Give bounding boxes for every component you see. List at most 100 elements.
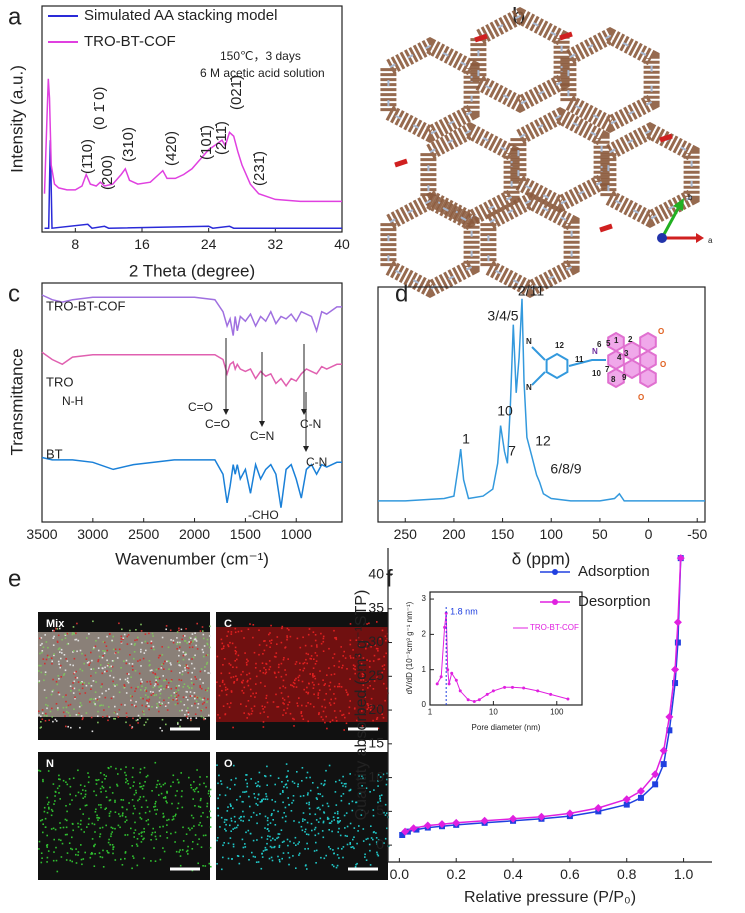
eds-dot (353, 836, 355, 838)
eds-dot (184, 640, 187, 642)
eds-dot (200, 797, 202, 800)
eds-dot (77, 681, 80, 683)
eds-dot (242, 855, 244, 858)
eds-dot (180, 772, 182, 774)
eds-dot (58, 792, 60, 794)
eds-dot (120, 638, 123, 640)
eds-dot (50, 828, 53, 830)
eds-dot (320, 782, 323, 785)
eds-dot (54, 800, 56, 802)
eds-dot (234, 660, 236, 662)
eds-dot (234, 627, 237, 630)
eds-dot (337, 822, 339, 824)
eds-dot (349, 842, 351, 844)
eds-dot (259, 801, 262, 803)
eds-dot (195, 678, 198, 680)
x-axis-label: 2 Theta (degree) (129, 261, 255, 280)
eds-dot (185, 653, 187, 656)
eds-dot (268, 668, 271, 671)
eds-dot (101, 692, 104, 695)
eds-dot (367, 687, 369, 689)
eds-dot (269, 774, 272, 777)
eds-dot (235, 666, 238, 669)
eds-dot (152, 686, 155, 689)
eds-dot (205, 663, 208, 665)
eds-dot (318, 713, 320, 716)
eds-dot (325, 693, 327, 695)
eds-dot (310, 655, 313, 657)
eds-dot (223, 658, 226, 660)
eds-dot (72, 777, 75, 779)
eds-dot (335, 716, 337, 719)
eds-dot (158, 677, 161, 680)
eds-dot (206, 805, 208, 808)
eds-dot (40, 715, 42, 718)
eds-dot (313, 850, 316, 852)
eds-dot (145, 705, 147, 708)
eds-dot (329, 721, 332, 723)
eds-dot (340, 782, 343, 784)
marker (660, 761, 667, 768)
eds-dot (136, 864, 139, 867)
eds-dot (41, 650, 44, 652)
eds-dot (76, 677, 79, 679)
eds-dot (319, 793, 321, 795)
eds-dot (139, 786, 141, 788)
eds-dot (71, 860, 73, 863)
x-tick-label: 0.0 (390, 866, 410, 882)
eds-dot (299, 669, 301, 671)
eds-dot (312, 782, 314, 784)
eds-dot (47, 704, 49, 707)
eds-dot (147, 818, 149, 821)
eds-dot (224, 713, 227, 715)
eds-dot (89, 856, 92, 859)
eds-dot (155, 694, 158, 696)
marker (447, 682, 451, 686)
eds-dot (236, 855, 239, 857)
eds-dot (258, 771, 261, 774)
eds-dot (112, 635, 114, 638)
structure-label: 10 (592, 369, 601, 378)
eds-dot (336, 810, 339, 813)
peak-annotation: C-N (300, 417, 321, 431)
eds-dot (112, 676, 115, 679)
eds-dot (53, 653, 55, 655)
eds-dot (264, 849, 267, 851)
eds-dot (271, 859, 274, 862)
eds-dot (268, 857, 271, 860)
eds-dot (315, 849, 318, 852)
eds-dot (273, 846, 275, 849)
eds-dot (314, 813, 317, 816)
eds-dot (163, 688, 165, 690)
eds-dot (323, 812, 326, 814)
eds-dot (175, 813, 177, 816)
eds-dot (104, 670, 106, 673)
eds-dot (152, 827, 154, 830)
eds-dot (98, 817, 101, 819)
eds-dot (46, 861, 48, 863)
eds-dot (333, 685, 336, 688)
eds-dot (247, 829, 250, 832)
eds-dot (319, 808, 321, 811)
eds-dot (341, 667, 343, 669)
eds-dot (166, 709, 169, 711)
eds-dot (328, 829, 330, 831)
peak-annotation: C=N (250, 429, 274, 443)
eds-dot (302, 636, 304, 639)
eds-dot (307, 633, 310, 636)
eds-dot (174, 695, 176, 698)
eds-dot (286, 638, 288, 641)
eds-dot (269, 666, 272, 668)
eds-dot (261, 705, 264, 707)
eds-dot (189, 829, 191, 831)
eds-dot (222, 664, 224, 666)
eds-dot (95, 640, 97, 642)
eds-dot (383, 682, 385, 685)
eds-dot (203, 697, 206, 700)
eds-dot (88, 682, 90, 685)
eds-dot (378, 658, 381, 660)
eds-dot (170, 785, 172, 788)
eds-dot (111, 665, 114, 668)
eds-dot (102, 655, 104, 657)
eds-dot (148, 632, 150, 635)
